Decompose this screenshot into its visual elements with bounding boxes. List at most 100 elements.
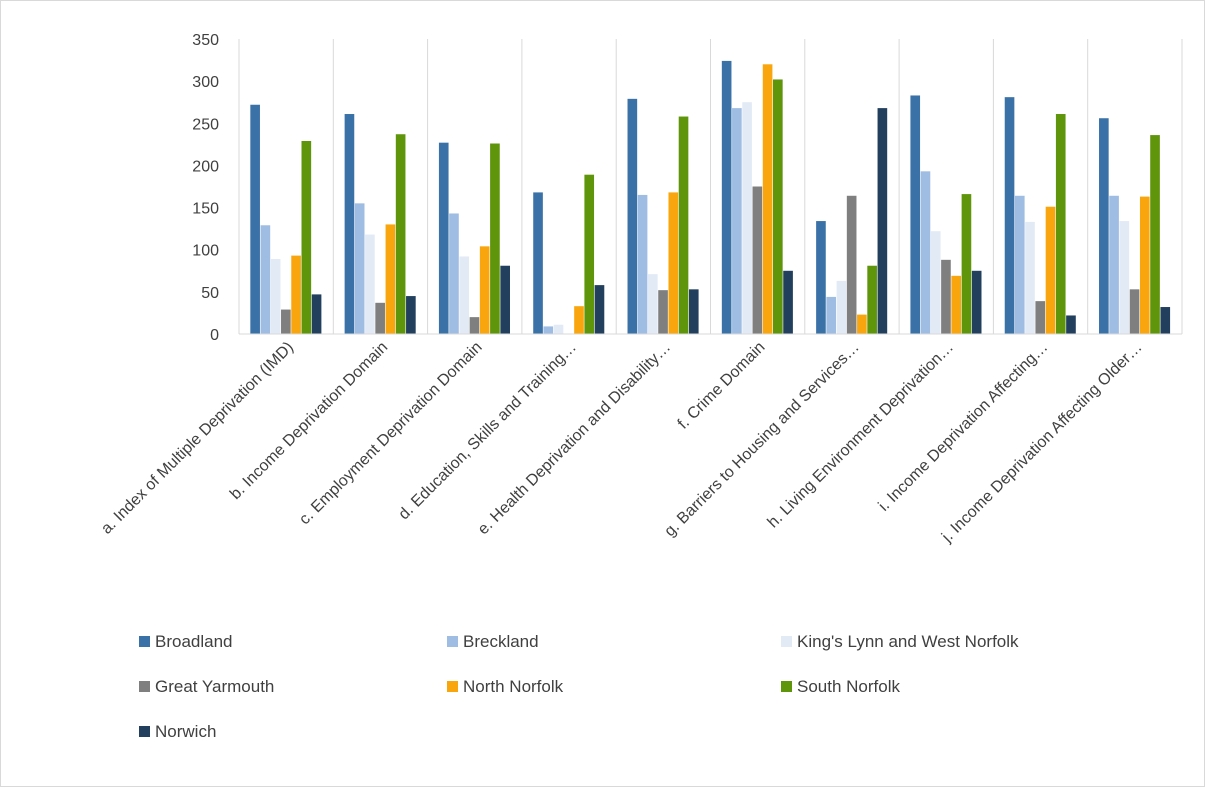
bar: [281, 310, 291, 334]
bar: [533, 192, 543, 334]
legend-swatch: [139, 636, 150, 647]
bar: [742, 102, 752, 334]
y-tick-label: 0: [210, 327, 219, 344]
bar: [1025, 222, 1035, 334]
bar: [941, 260, 951, 334]
bar: [951, 276, 961, 334]
category-label: e. Health Deprivation and Disability…: [475, 339, 674, 538]
category-label: b. Income Deprivation Domain: [227, 339, 391, 503]
bar: [847, 196, 857, 334]
category-label: f. Crime Domain: [675, 339, 769, 433]
legend-swatch: [781, 681, 792, 692]
bar: [931, 231, 941, 334]
category-label: i. Income Deprivation Affecting…: [875, 339, 1051, 515]
legend-swatch: [139, 726, 150, 737]
bar: [1160, 307, 1170, 334]
bar: [962, 194, 972, 334]
y-tick-label: 350: [192, 32, 219, 49]
legend-swatch: [139, 681, 150, 692]
bar: [1035, 301, 1045, 334]
bar: [375, 303, 385, 334]
legend: Broadland Breckland King's Lynn and West N…: [139, 632, 1019, 741]
bar: [459, 256, 469, 334]
bar: [1119, 221, 1129, 334]
bar: [386, 224, 396, 334]
y-tick-label: 300: [192, 74, 219, 91]
y-tick-label: 100: [192, 243, 219, 260]
legend-label: South Norfolk: [797, 677, 900, 696]
bar: [816, 221, 826, 334]
bar: [261, 225, 271, 334]
bar: [1099, 118, 1109, 334]
legend-label: King's Lynn and West Norfolk: [797, 632, 1019, 651]
bar: [396, 134, 406, 334]
bar: [302, 141, 312, 334]
category-label: h. Living Environment Deprivation…: [765, 339, 957, 531]
y-tick-label: 200: [192, 158, 219, 175]
legend-label: Broadland: [155, 632, 233, 651]
bar: [1066, 315, 1076, 334]
bar: [1015, 196, 1025, 334]
bar: [1130, 289, 1140, 334]
bar: [773, 79, 783, 334]
bar: [628, 99, 638, 334]
legend-label: North Norfolk: [463, 677, 564, 696]
bar: [679, 117, 689, 334]
bar: [1056, 114, 1066, 334]
y-tick-label: 50: [201, 285, 219, 302]
gridlines: [239, 39, 1182, 334]
bar: [689, 289, 699, 334]
bar: [312, 294, 322, 334]
bar: [345, 114, 355, 334]
category-label: a. Index of Multiple Deprivation (IMD): [98, 339, 297, 538]
bar: [271, 259, 281, 334]
legend-swatch: [447, 681, 458, 692]
bar: [648, 274, 658, 334]
bar: [1005, 97, 1015, 334]
bar: [722, 61, 732, 334]
bar: [837, 281, 847, 334]
bar: [584, 175, 594, 334]
bar: [470, 317, 480, 334]
category-label: d. Education, Skills and Training…: [396, 339, 580, 523]
bar: [1140, 197, 1150, 334]
bar: [921, 171, 931, 334]
y-tick-label: 250: [192, 116, 219, 133]
category-label: g. Barriers to Housing and Services…: [661, 339, 862, 540]
bar: [732, 108, 742, 334]
legend-swatch: [447, 636, 458, 647]
bar: [972, 271, 982, 334]
bar: [826, 297, 836, 334]
bar: [500, 266, 510, 334]
bar: [867, 266, 877, 334]
bar: [365, 235, 375, 334]
bar: [763, 64, 773, 334]
bar: [595, 285, 605, 334]
y-tick-label: 150: [192, 201, 219, 218]
bar: [1109, 196, 1119, 334]
bar: [574, 306, 584, 334]
bar: [783, 271, 793, 334]
bar: [668, 192, 678, 334]
legend-label: Norwich: [155, 722, 216, 741]
legend-swatch: [781, 636, 792, 647]
bar: [449, 213, 459, 334]
legend-label: Breckland: [463, 632, 539, 651]
bar: [439, 143, 449, 334]
category-label: j. Income Deprivation Affecting Older…: [938, 339, 1145, 546]
bar: [1046, 207, 1056, 334]
bar: [406, 296, 416, 334]
bar: [1150, 135, 1160, 334]
bar: [291, 256, 301, 334]
bar: [753, 187, 763, 335]
bar: [480, 246, 490, 334]
bar: [355, 203, 365, 334]
bar: [910, 95, 920, 334]
bar: [638, 195, 648, 334]
category-label: c. Employment Deprivation Domain: [296, 339, 485, 528]
bar: [554, 325, 564, 334]
legend-label: Great Yarmouth: [155, 677, 274, 696]
bar: [490, 144, 500, 334]
